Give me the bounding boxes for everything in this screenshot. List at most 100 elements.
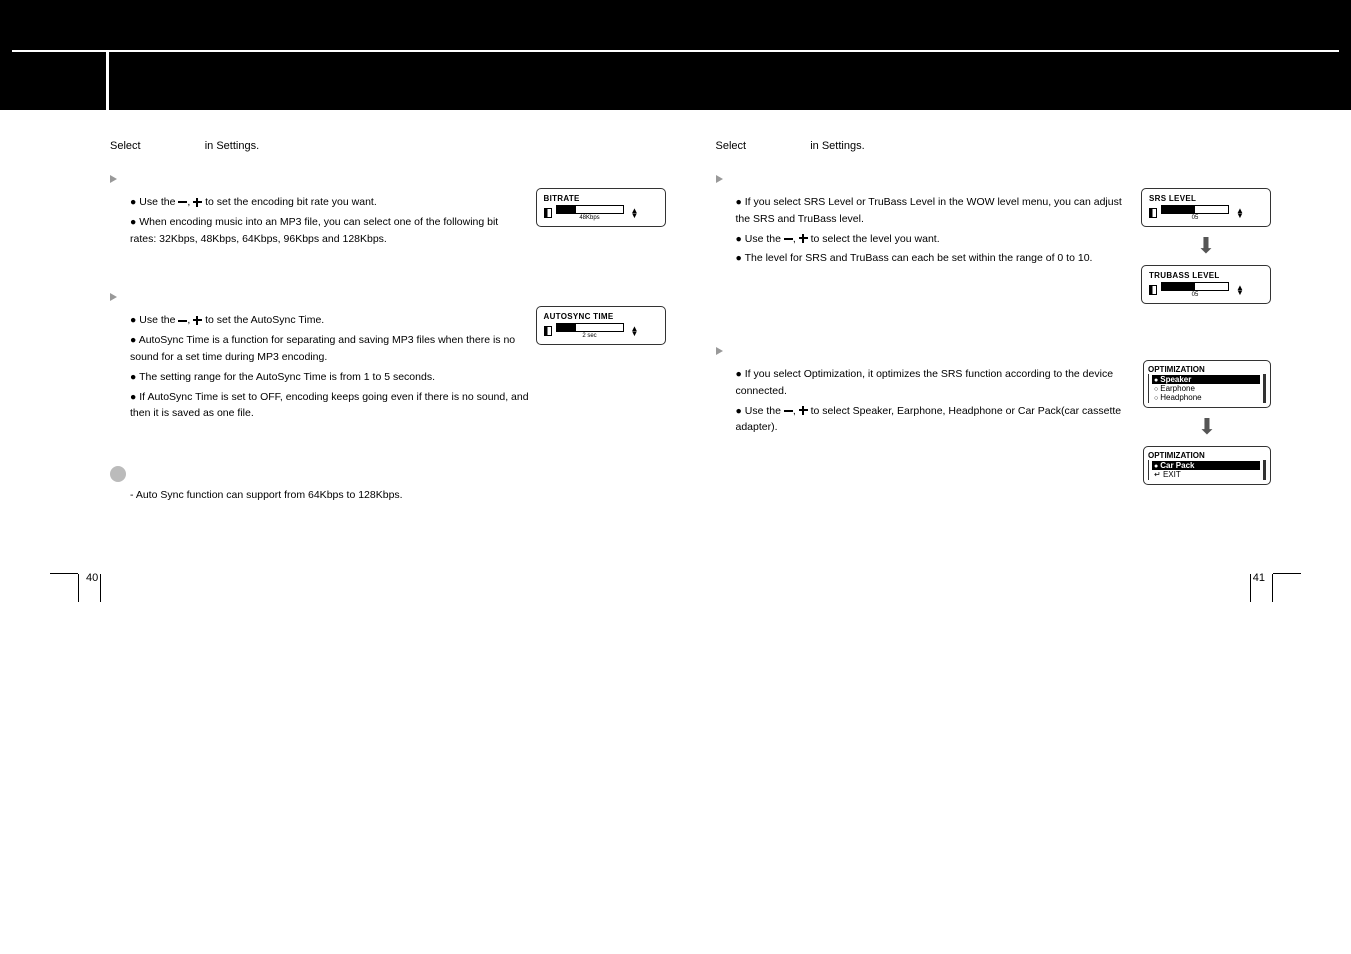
bitrate-fill: [557, 206, 577, 213]
speaker-icon: [544, 208, 552, 218]
trubass-label: TRUBASS LEVEL: [1149, 271, 1263, 280]
srs-value: 05: [1161, 215, 1229, 221]
triangle-icon: [716, 347, 723, 355]
note-text: - Auto Sync function can support from 64…: [130, 489, 666, 501]
t: When encoding music into an MP3 file, yo…: [130, 216, 498, 245]
minus-icon: [178, 201, 187, 203]
autosync-progress: [556, 323, 624, 332]
autosync-line4: ● If AutoSync Time is set to OFF, encodi…: [130, 389, 535, 423]
minus-icon: [784, 238, 793, 240]
t: Use the: [139, 314, 178, 326]
bitrate-bar-row: 48Kbps ▲▼: [544, 205, 658, 221]
speaker-icon: [1149, 285, 1157, 295]
arrow-down-icon: ⬇: [1197, 233, 1215, 259]
srs-heading-row: SRS Level, TruBass Level: [716, 172, 1272, 186]
srs-heading: SRS Level, TruBass Level: [729, 172, 876, 186]
plus-icon: [193, 198, 202, 207]
header-divider: [12, 50, 1339, 52]
t: If you select SRS Level or TruBass Level…: [736, 196, 1122, 225]
bitrate-progress-wrap: 48Kbps: [556, 205, 624, 221]
opt-item: Headphone: [1152, 393, 1260, 402]
minus-icon: [178, 320, 187, 322]
plus-icon: [799, 234, 808, 243]
t: Use the: [139, 196, 178, 208]
crop-mark: [50, 573, 78, 574]
opt-figure: OPTIMIZATION Speaker Earphone Headphone …: [1143, 360, 1271, 485]
triangle-icon: [716, 175, 723, 183]
bitrate-figure: BITRATE 48Kbps ▲▼: [536, 188, 666, 227]
bitrate-heading-row: Bit Rate: [110, 172, 666, 186]
opt-screen-b: OPTIMIZATION Car Pack ↵ EXIT: [1143, 446, 1271, 485]
bitrate-value: 48Kbps: [556, 215, 624, 221]
autosync-fill: [557, 324, 577, 331]
t: AutoSync Time is a function for separati…: [130, 334, 515, 363]
select-prefix: Select: [110, 140, 141, 152]
note-block: Note - Auto Sync function can support fr…: [110, 465, 666, 501]
opt-item: Car Pack: [1152, 461, 1260, 470]
srs-fill: [1162, 206, 1195, 213]
autosync-line2: ● AutoSync Time is a function for separa…: [130, 332, 535, 366]
bitrate-screen-label: BITRATE: [544, 194, 658, 203]
header-tab-mark: [106, 50, 109, 110]
autosync-heading: AutoSync Time: [123, 290, 210, 304]
bitrate-progress: [556, 205, 624, 214]
t: Use the: [745, 233, 784, 245]
srs-label: SRS LEVEL: [1149, 194, 1263, 203]
t: EXIT: [1163, 470, 1181, 479]
t: to select the level you want.: [808, 233, 940, 245]
t: to set the AutoSync Time.: [202, 314, 324, 326]
crop-mark: [100, 574, 101, 602]
opt-inner-b: Car Pack ↵ EXIT: [1148, 460, 1266, 480]
right-column: Select in Settings. SRS Level, TruBass L…: [716, 140, 1272, 501]
autosync-figure: AUTOSYNC TIME 2 sec ▲▼: [536, 306, 666, 345]
opt-item: ↵ EXIT: [1152, 470, 1260, 479]
trubass-bar-row: 05 ▲▼: [1149, 282, 1263, 298]
trubass-progress-wrap: 05: [1161, 282, 1229, 298]
select-suffix: in Settings.: [810, 140, 864, 152]
opt-item: Speaker: [1152, 375, 1260, 384]
t: If you select Optimization, it optimizes…: [736, 368, 1114, 397]
right-select-line: Select in Settings.: [716, 140, 1272, 152]
opt-screen-a: OPTIMIZATION Speaker Earphone Headphone: [1143, 360, 1271, 408]
srs-text: ● If you select SRS Level or TruBass Lev…: [736, 194, 1141, 267]
spinner-icon: ▲▼: [631, 326, 639, 336]
header-black-bar: [0, 0, 1351, 110]
speaker-icon: [544, 326, 552, 336]
bitrate-heading: Bit Rate: [123, 172, 168, 186]
autosync-body: AUTOSYNC TIME 2 sec ▲▼ ● Use the , to se…: [110, 312, 666, 422]
opt-item: Earphone: [1152, 384, 1260, 393]
opt-body: OPTIMIZATION Speaker Earphone Headphone …: [716, 366, 1272, 436]
opt-line2: ● Use the , to select Speaker, Earphone,…: [736, 403, 1141, 437]
srs-line3: ● The level for SRS and TruBass can each…: [736, 250, 1141, 267]
autosync-screen-label: AUTOSYNC TIME: [544, 312, 658, 321]
arrow-down-icon: ⬇: [1198, 414, 1216, 440]
spinner-icon: ▲▼: [631, 208, 639, 218]
minus-icon: [784, 410, 793, 412]
opt-title-b: OPTIMIZATION: [1148, 451, 1266, 460]
srs-progress: [1161, 205, 1229, 214]
autosync-bar-row: 2 sec ▲▼: [544, 323, 658, 339]
speaker-icon: [1149, 208, 1157, 218]
t: The level for SRS and TruBass can each b…: [745, 252, 1093, 264]
srs-screen: SRS LEVEL 05 ▲▼: [1141, 188, 1271, 227]
trubass-fill: [1162, 283, 1195, 290]
opt-line1: ● If you select Optimization, it optimiz…: [736, 366, 1141, 400]
left-select-line: Select in Settings.: [110, 140, 666, 152]
note-label: Note: [135, 468, 159, 480]
autosync-line3: ● The setting range for the AutoSync Tim…: [130, 369, 535, 386]
bitrate-body: BITRATE 48Kbps ▲▼ ● Use the , to set the…: [110, 194, 666, 247]
autosync-line1: ● Use the , to set the AutoSync Time.: [130, 312, 535, 329]
autosync-progress-wrap: 2 sec: [556, 323, 624, 339]
trubass-progress: [1161, 282, 1229, 291]
srs-line2: ● Use the , to select the level you want…: [736, 231, 1141, 248]
autosync-screen: AUTOSYNC TIME 2 sec ▲▼: [536, 306, 666, 345]
triangle-icon: [110, 175, 117, 183]
note-icon: [110, 466, 126, 482]
main-content: Select in Settings. Bit Rate BITRATE 48K…: [0, 110, 1351, 501]
opt-inner-a: Speaker Earphone Headphone: [1148, 374, 1266, 403]
t: If AutoSync Time is set to OFF, encoding…: [130, 391, 529, 420]
opt-title-a: OPTIMIZATION: [1148, 365, 1266, 374]
bitrate-line1: ● Use the , to set the encoding bit rate…: [130, 194, 535, 211]
crop-mark: [1273, 573, 1301, 574]
triangle-icon: [110, 293, 117, 301]
